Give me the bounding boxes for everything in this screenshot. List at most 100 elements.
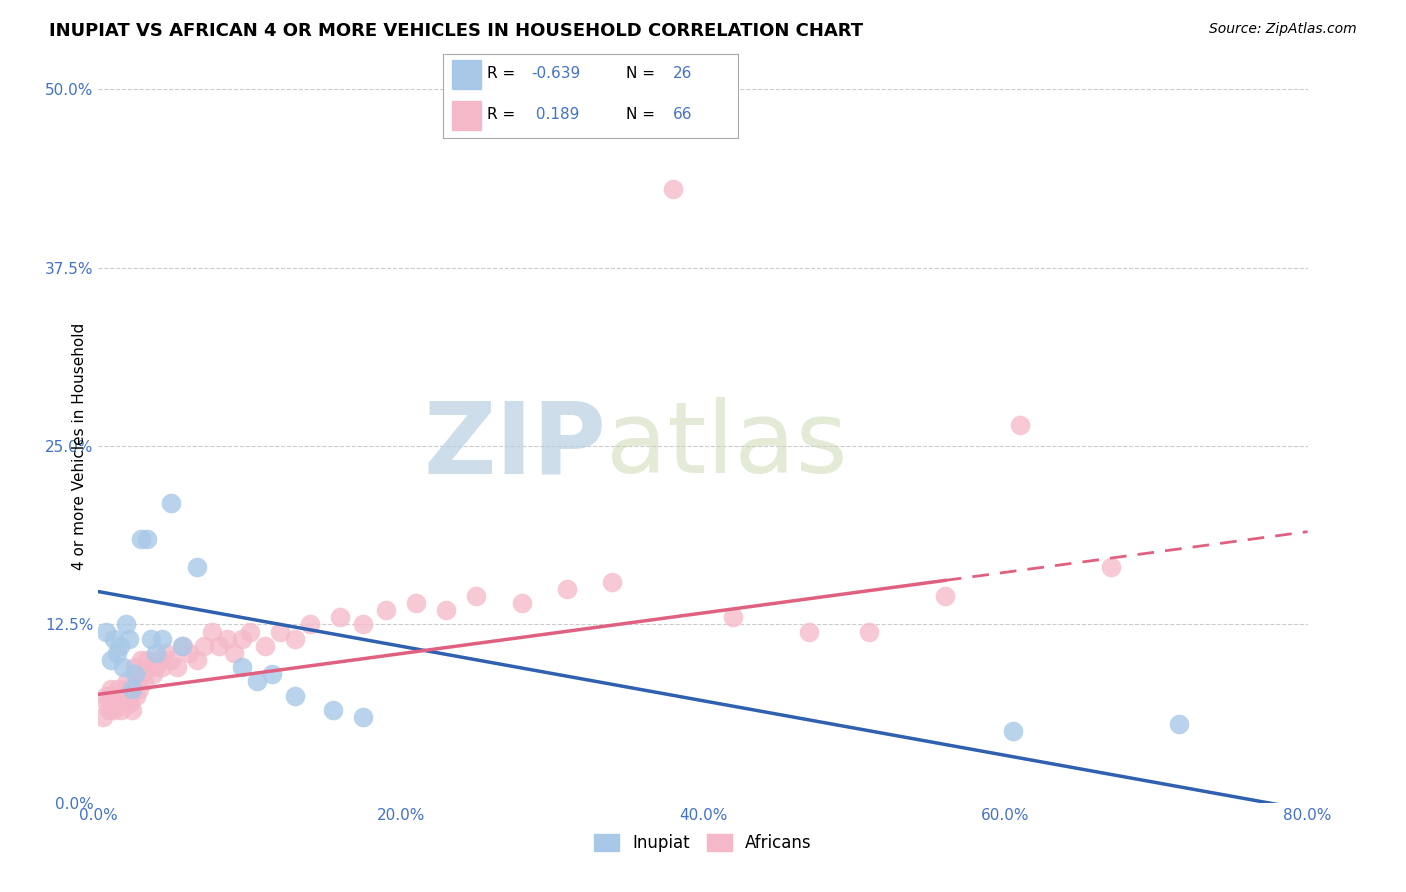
Point — [103, 632, 125, 646]
Point — [253, 639, 276, 653]
Point — [124, 667, 146, 681]
Point — [96, 696, 118, 710]
Point — [129, 653, 152, 667]
Point — [934, 589, 956, 603]
Point — [139, 660, 162, 674]
Point — [111, 689, 134, 703]
Point — [124, 660, 146, 674]
Point — [94, 624, 117, 639]
Point — [142, 667, 165, 681]
Text: 26: 26 — [673, 66, 693, 81]
Point — [150, 632, 173, 646]
Point — [246, 674, 269, 689]
Point — [131, 667, 153, 681]
Text: ZIP: ZIP — [423, 398, 606, 494]
Point — [322, 703, 344, 717]
Point — [329, 610, 352, 624]
Point — [153, 646, 176, 660]
Point — [160, 653, 183, 667]
Point — [284, 632, 307, 646]
Y-axis label: 4 or more Vehicles in Household: 4 or more Vehicles in Household — [72, 322, 87, 570]
Point — [179, 646, 201, 660]
Point — [405, 596, 427, 610]
Point — [510, 596, 533, 610]
Point — [115, 674, 138, 689]
Text: 66: 66 — [673, 107, 693, 122]
Point — [1001, 724, 1024, 739]
Point — [132, 674, 155, 689]
Point — [797, 624, 820, 639]
Point — [661, 182, 683, 196]
Text: R =: R = — [486, 107, 520, 122]
Point — [104, 696, 127, 710]
Point — [121, 681, 143, 696]
Point — [145, 646, 167, 660]
Point — [118, 632, 141, 646]
Point — [269, 624, 291, 639]
Point — [1168, 717, 1191, 731]
Bar — [451, 101, 481, 130]
Point — [108, 639, 131, 653]
Point — [91, 710, 114, 724]
Point — [120, 696, 142, 710]
Point — [602, 574, 624, 589]
Point — [284, 689, 307, 703]
Point — [127, 674, 149, 689]
Point — [103, 703, 125, 717]
Point — [141, 632, 163, 646]
Point — [352, 710, 374, 724]
Point — [125, 689, 148, 703]
Point — [299, 617, 322, 632]
Text: INUPIAT VS AFRICAN 4 OR MORE VEHICLES IN HOUSEHOLD CORRELATION CHART: INUPIAT VS AFRICAN 4 OR MORE VEHICLES IN… — [49, 22, 863, 40]
Point — [172, 639, 194, 653]
Point — [148, 653, 170, 667]
Point — [723, 610, 745, 624]
Point — [231, 632, 253, 646]
Text: N =: N = — [626, 66, 659, 81]
Point — [858, 624, 880, 639]
Point — [118, 689, 141, 703]
Point — [135, 653, 157, 667]
Point — [160, 496, 183, 510]
Point — [129, 532, 152, 546]
Point — [555, 582, 578, 596]
Point — [100, 681, 122, 696]
Point — [135, 532, 157, 546]
Point — [215, 632, 238, 646]
Text: -0.639: -0.639 — [531, 66, 581, 81]
Text: N =: N = — [626, 107, 659, 122]
Point — [145, 660, 167, 674]
Point — [193, 639, 215, 653]
Point — [201, 624, 224, 639]
Point — [114, 681, 136, 696]
Point — [121, 703, 143, 717]
Text: 0.189: 0.189 — [531, 107, 579, 122]
Point — [374, 603, 396, 617]
Point — [352, 617, 374, 632]
Point — [107, 681, 129, 696]
Text: R =: R = — [486, 66, 520, 81]
Point — [186, 560, 208, 574]
Point — [108, 696, 131, 710]
Text: Source: ZipAtlas.com: Source: ZipAtlas.com — [1209, 22, 1357, 37]
Point — [150, 660, 173, 674]
Point — [186, 653, 208, 667]
Point — [114, 617, 136, 632]
Point — [166, 660, 188, 674]
Point — [105, 689, 128, 703]
Text: atlas: atlas — [606, 398, 848, 494]
Point — [465, 589, 488, 603]
Point — [100, 653, 122, 667]
Point — [101, 689, 124, 703]
Point — [224, 646, 246, 660]
Bar — [451, 61, 481, 89]
Point — [128, 681, 150, 696]
Point — [208, 639, 231, 653]
Point — [112, 696, 135, 710]
Point — [105, 646, 128, 660]
Point — [122, 681, 145, 696]
Point — [98, 703, 121, 717]
Legend: Inupiat, Africans: Inupiat, Africans — [588, 827, 818, 859]
Point — [434, 603, 457, 617]
Point — [231, 660, 253, 674]
